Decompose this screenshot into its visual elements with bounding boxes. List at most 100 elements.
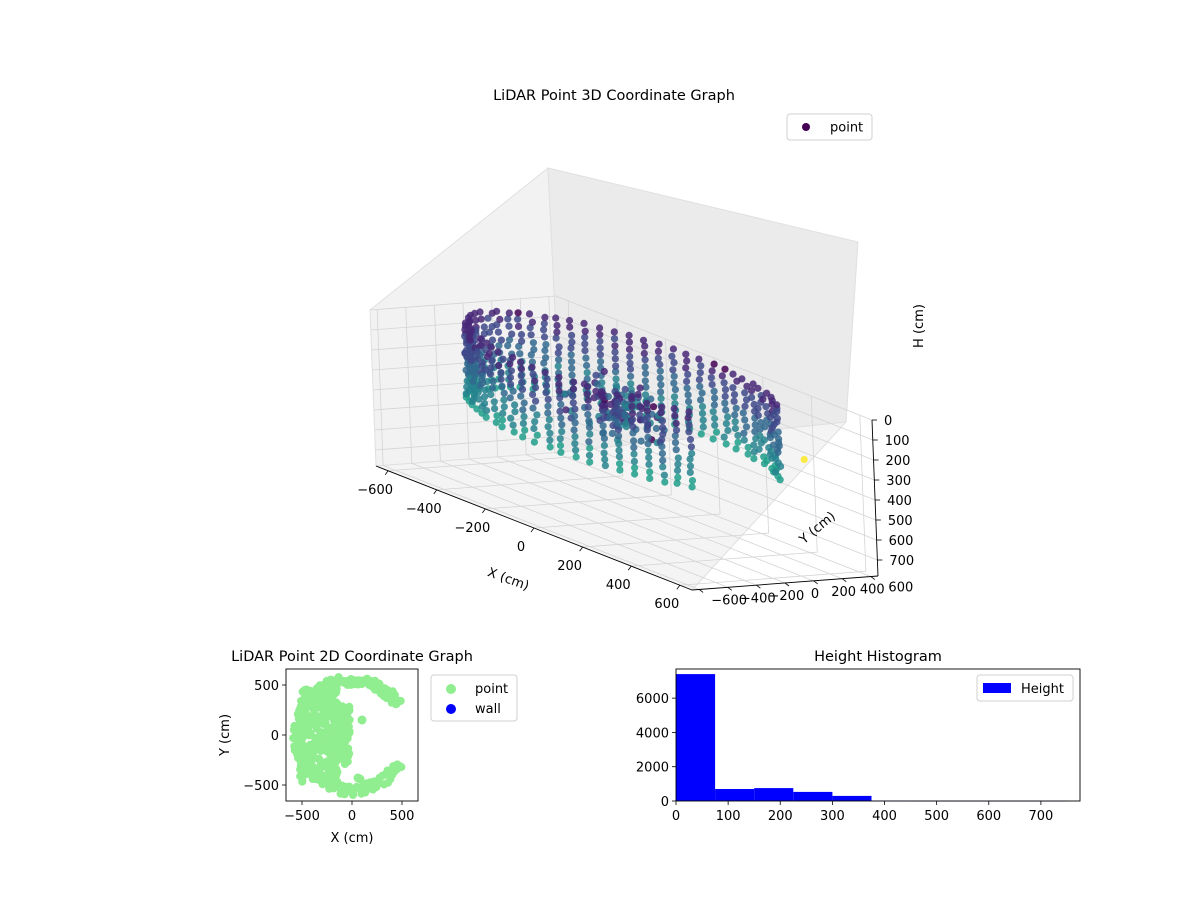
grid-line-z (369, 295, 873, 421)
data-point-2d (298, 758, 307, 767)
grid-line-y (548, 296, 871, 577)
data-point-3d (658, 417, 667, 425)
data-point-3d (593, 380, 601, 388)
data-point-3d (519, 419, 528, 427)
data-point-3d (670, 405, 678, 413)
data-point-3d (636, 411, 644, 419)
data-point-3d (711, 414, 719, 423)
data-point-3d (517, 392, 525, 400)
legend-histogram: Height (976, 674, 1074, 702)
data-point-3d (528, 363, 536, 371)
data-point-3d (528, 358, 537, 366)
z-tick-label-3d: 700 (889, 554, 914, 569)
data-point-3d (682, 364, 690, 372)
data-point-3d (505, 322, 513, 330)
points-3d (461, 307, 808, 491)
data-point-3d (699, 416, 707, 424)
data-point-3d (670, 393, 679, 401)
data-point-3d (527, 331, 535, 339)
histogram-bar (754, 788, 794, 801)
legend-2d-marker-wall (446, 704, 456, 714)
data-point-3d (670, 372, 678, 380)
data-point-3d (770, 420, 778, 428)
data-point-3d (553, 328, 561, 336)
data-point-3d (481, 386, 489, 394)
data-point-3d (557, 400, 565, 408)
data-point-3d (645, 454, 653, 462)
data-point-3d (596, 331, 604, 339)
data-point-3d (556, 407, 564, 415)
data-point-3d (483, 339, 491, 347)
data-point-3d (544, 402, 552, 410)
data-point-3d (616, 466, 624, 474)
data-point-2d (315, 694, 323, 703)
data-point-3d (684, 370, 692, 378)
data-point-3d (644, 440, 652, 448)
data-point-3d (601, 455, 609, 463)
data-point-3d (544, 409, 552, 417)
legend-histogram-frame (976, 674, 1074, 702)
data-point-3d (507, 367, 515, 375)
histogram-bar (676, 674, 716, 801)
data-point-2d (299, 708, 308, 717)
histogram-bar (832, 795, 872, 801)
data-point-3d (481, 393, 489, 401)
data-point-3d (585, 451, 594, 459)
data-point-3d (711, 421, 719, 429)
data-point-2d (338, 730, 347, 739)
data-point-3d (555, 380, 563, 388)
data-point-3d (585, 438, 593, 446)
data-point-3d (660, 471, 669, 479)
data-point-3d (741, 416, 749, 424)
data-point-3d (734, 431, 742, 440)
data-point-3d (732, 445, 740, 453)
y-tick-label-histogram: 2000 (636, 761, 669, 776)
data-point-3d (641, 369, 650, 378)
data-point-3d (596, 351, 605, 359)
data-point-3d (708, 367, 716, 375)
legend-histogram-swatch (983, 683, 1011, 693)
data-point-3d (480, 330, 488, 338)
data-point-3d (546, 443, 554, 451)
x-tick-label-2d: −500 (284, 809, 320, 824)
data-point-3d (510, 428, 518, 436)
z-axis-label-3d: H (cm) (912, 304, 927, 348)
data-point-3d (773, 408, 781, 416)
data-point-3d (686, 455, 694, 463)
data-point-3d (720, 433, 728, 441)
data-point-3d (569, 385, 578, 393)
data-point-3d (495, 342, 503, 350)
data-point-3d (583, 390, 591, 398)
x-tick-label-histogram: 200 (768, 809, 793, 824)
data-point-3d (695, 355, 703, 363)
data-point-3d (711, 394, 719, 402)
data-point-2d (340, 760, 349, 768)
data-point-3d (553, 321, 561, 330)
data-point-3d (471, 316, 480, 324)
legend-histogram-label: Height (1021, 682, 1064, 697)
histogram-ticks: 0 100 200 300 400 500 600 700 0 2000 4000 6000 (636, 692, 1053, 824)
data-point-3d (510, 401, 519, 409)
data-point-3d (683, 384, 691, 392)
data-point-3d (710, 360, 718, 368)
data-point-3d (528, 318, 537, 326)
data-point-3d (659, 463, 667, 471)
data-point-3d (568, 331, 576, 339)
data-point-3d (672, 426, 681, 434)
data-point-3d (751, 421, 759, 429)
data-point-3d (721, 399, 729, 407)
data-point-3d (698, 389, 706, 397)
data-point-3d (657, 388, 665, 396)
data-point-3d (773, 401, 781, 409)
data-point-3d (773, 414, 782, 423)
data-point-3d (634, 390, 642, 399)
grid-line-y (433, 305, 757, 586)
data-point-3d (488, 323, 496, 331)
data-point-3d (687, 443, 696, 451)
data-point-3d (708, 380, 716, 389)
data-point-3d (542, 341, 550, 349)
data-point-3d (514, 322, 523, 330)
histogram-bar (793, 791, 833, 801)
data-point-3d (642, 383, 650, 391)
